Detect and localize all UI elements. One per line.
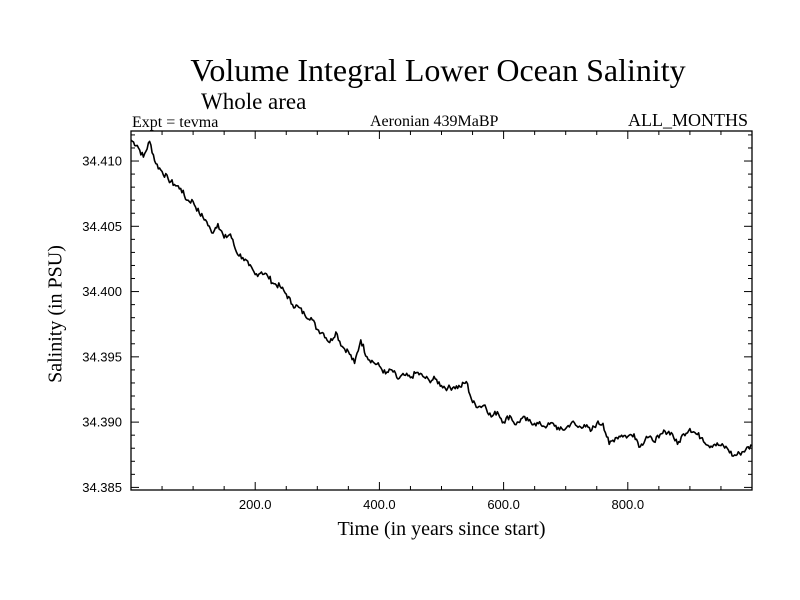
chart-title: Volume Integral Lower Ocean Salinity bbox=[190, 52, 686, 88]
y-tick-label: 34.400 bbox=[82, 284, 122, 299]
x-axis-label: Time (in years since start) bbox=[337, 518, 546, 540]
experiment-label: Expt = tevma bbox=[132, 114, 219, 131]
y-tick-label: 34.410 bbox=[82, 154, 122, 169]
salinity-series-line bbox=[130, 139, 753, 457]
x-tick-label: 600.0 bbox=[487, 497, 520, 512]
y-tick-label: 34.405 bbox=[82, 219, 122, 234]
x-tick-label: 200.0 bbox=[239, 497, 272, 512]
y-tick-label: 34.385 bbox=[82, 480, 122, 495]
x-tick-label: 400.0 bbox=[363, 497, 396, 512]
y-tick-label: 34.395 bbox=[82, 349, 122, 364]
chart-subtitle: Whole area bbox=[201, 89, 307, 114]
y-tick-label: 34.390 bbox=[82, 415, 122, 430]
months-label: ALL_MONTHS bbox=[628, 110, 748, 130]
x-tick-label: 800.0 bbox=[612, 497, 645, 512]
period-label: Aeronian 439MaBP bbox=[370, 113, 499, 130]
